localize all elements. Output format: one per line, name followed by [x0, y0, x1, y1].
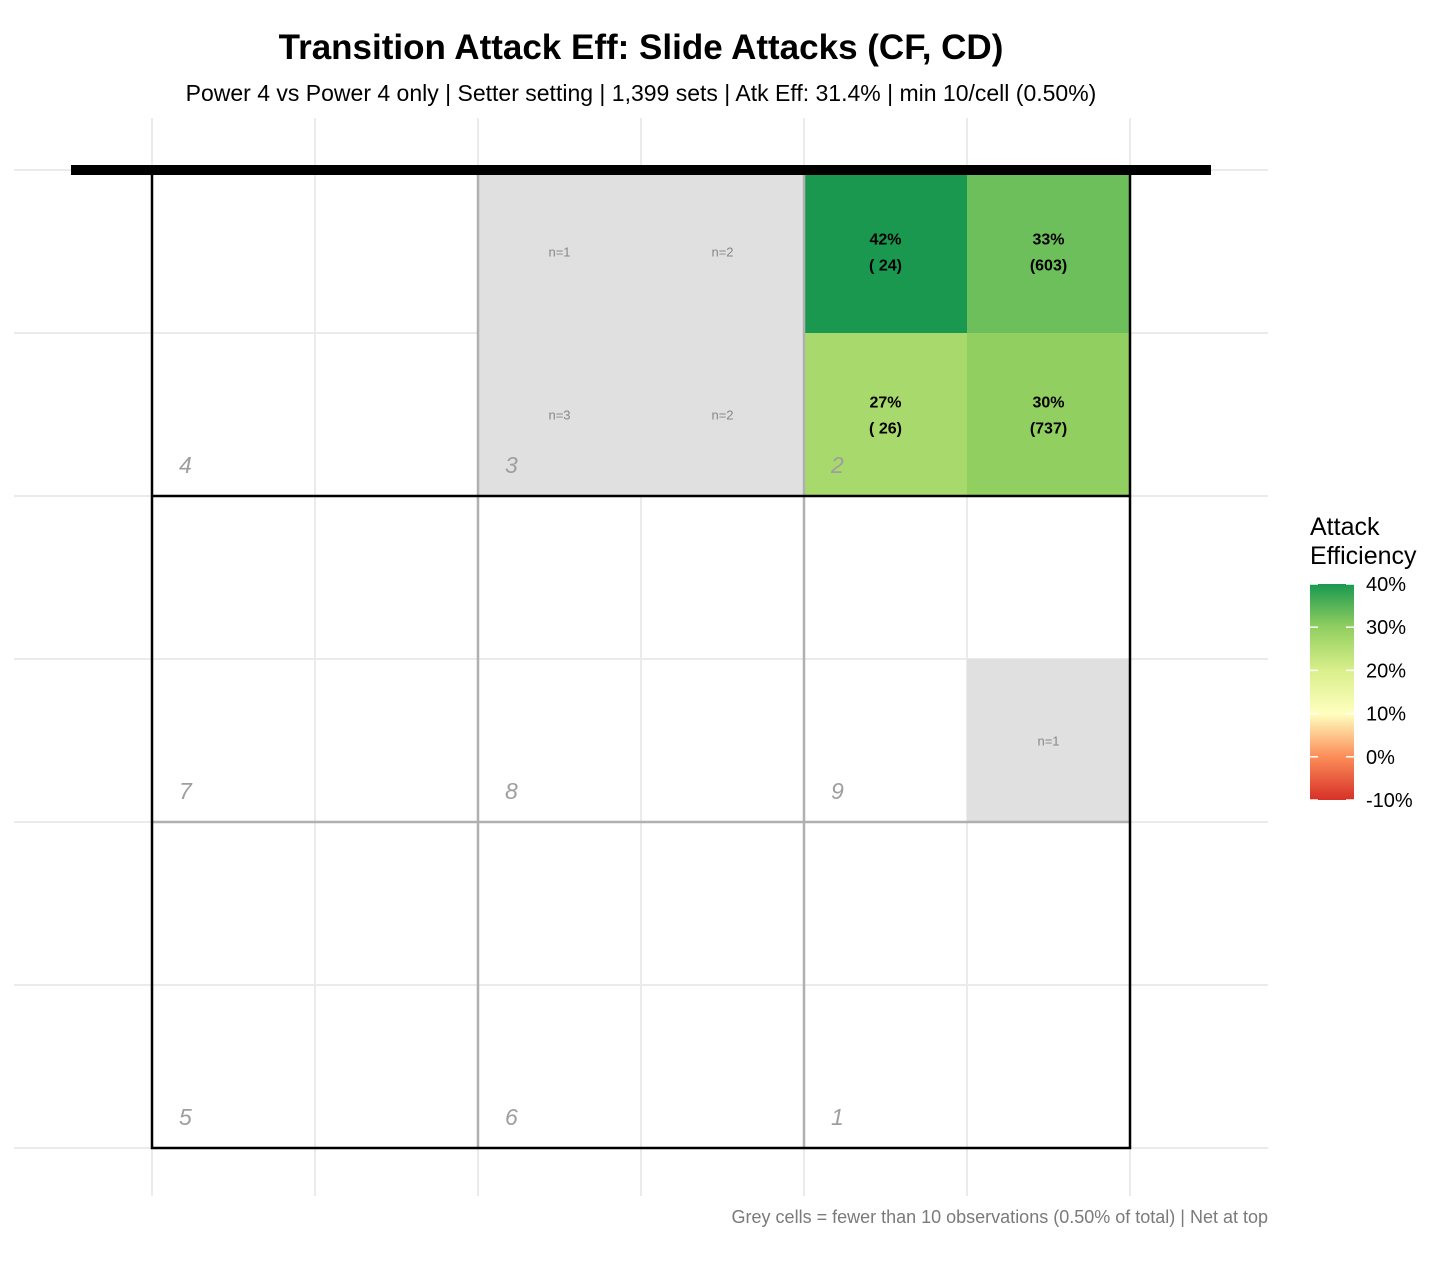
legend-title-line2: Efficiency — [1310, 542, 1417, 570]
chart-subtitle: Power 4 vs Power 4 only | Setter setting… — [185, 80, 1097, 106]
low-sample-cell — [641, 333, 804, 496]
legend-tick-label: -10% — [1366, 790, 1413, 812]
low-sample-cell — [478, 170, 641, 333]
efficiency-cell — [967, 333, 1130, 496]
cell-count-label: n=1 — [1037, 734, 1059, 749]
legend-tick-label: 40% — [1366, 574, 1406, 596]
chart-caption: Grey cells = fewer than 10 observations … — [731, 1207, 1268, 1227]
low-sample-cell — [641, 170, 804, 333]
cell-efficiency-label: 27% — [869, 395, 901, 412]
legend-tick-label: 30% — [1366, 617, 1406, 639]
cell-efficiency-label: 30% — [1032, 395, 1064, 412]
legend-tick-label: 0% — [1366, 747, 1395, 769]
cell-count-label: (603) — [1030, 258, 1067, 275]
legend-tick-label: 10% — [1366, 704, 1406, 726]
cell-count-label: n=2 — [711, 245, 733, 260]
cell-efficiency-label: 33% — [1032, 232, 1064, 249]
cell-count-label: n=2 — [711, 408, 733, 423]
legend-colorbar — [1310, 584, 1354, 800]
zone-label: 6 — [505, 1104, 518, 1130]
cell-count-label: (737) — [1030, 421, 1067, 438]
cell-count-label: ( 24) — [869, 258, 902, 275]
low-sample-cell — [967, 659, 1130, 822]
zone-label: 5 — [179, 1104, 192, 1130]
cell-count-label: n=3 — [548, 408, 570, 423]
zone-label: 2 — [830, 452, 844, 478]
cell-count-label: n=1 — [548, 245, 570, 260]
efficiency-cell — [967, 170, 1130, 333]
zone-label: 7 — [179, 778, 193, 804]
legend-tick-label: 20% — [1366, 660, 1406, 682]
chart-title: Transition Attack Eff: Slide Attacks (CF… — [278, 28, 1004, 67]
zone-label: 3 — [505, 452, 518, 478]
zone-label: 1 — [831, 1104, 844, 1130]
efficiency-cell — [804, 170, 967, 333]
legend-title-line1: Attack — [1310, 513, 1380, 541]
zone-label: 4 — [179, 452, 192, 478]
cell-efficiency-label: 42% — [869, 232, 901, 249]
cell-count-label: ( 26) — [869, 421, 902, 438]
efficiency-cell — [804, 333, 967, 496]
zone-label: 8 — [505, 778, 518, 804]
zone-label: 9 — [831, 778, 844, 804]
legend-title: Attack Efficiency — [1310, 513, 1417, 571]
low-sample-cell — [478, 333, 641, 496]
